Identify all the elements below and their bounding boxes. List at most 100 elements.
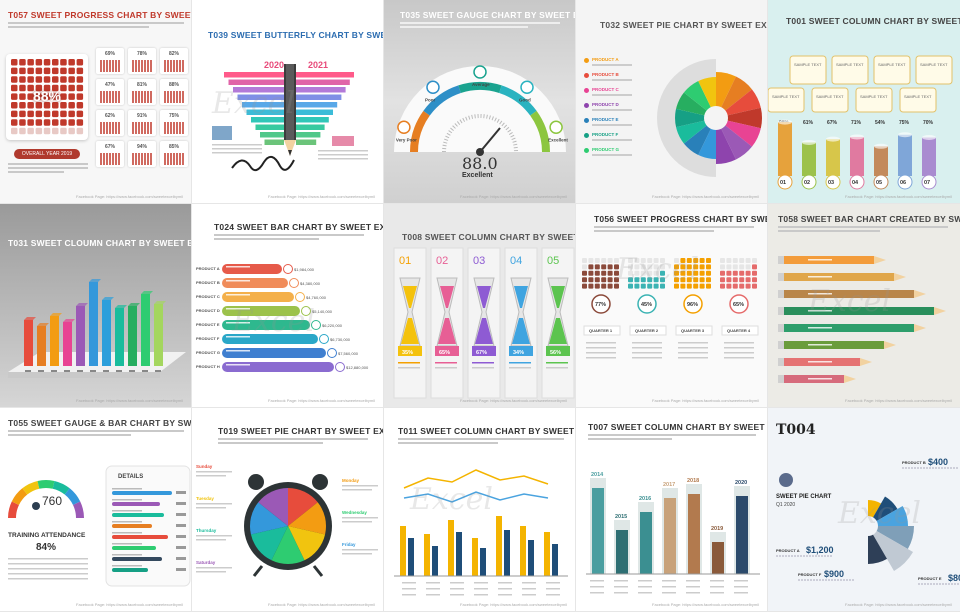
tile-t055[interactable]: T055 SWEET GAUGE & BAR CHART BY SWEET EX… [0, 408, 192, 612]
tile-title: T024 SWEET BAR CHART BY SWEET EXCEL [214, 222, 383, 232]
legend-icon [332, 136, 354, 146]
year-left: 2020 [264, 60, 285, 70]
progress-dot [745, 270, 751, 276]
progress-dot [647, 277, 653, 283]
segment-label: Poor [425, 97, 435, 102]
progress-dot [76, 127, 84, 135]
progress-dot [19, 67, 26, 75]
progress-dot [60, 110, 67, 118]
progress-dot [68, 93, 75, 100]
text-line [318, 154, 368, 156]
gauge-band [22, 480, 40, 495]
column-top [115, 305, 127, 308]
tile-t035[interactable]: T035 SWEET GAUGE CHART BY SWEET EXCEL Ve… [384, 0, 576, 204]
overall-caption: OVERALL YEAR 2019 [14, 149, 80, 159]
text-line [342, 549, 378, 551]
tile-t011[interactable]: T011 SWEET COLUMN CHART BY SWEET EXCEL E… [384, 408, 576, 612]
progress-dot [706, 258, 711, 263]
text-line [8, 563, 88, 565]
tile-t001[interactable]: T001 SWEET COLUMN CHART BY SWEET EXCEL S… [768, 0, 960, 204]
product-dot [584, 88, 589, 93]
progress-dot [19, 102, 26, 109]
column-bar [850, 136, 864, 176]
progress-dot [607, 270, 613, 276]
quarter-box [629, 325, 667, 336]
tile-t057[interactable]: T057 SWEET PROGRESS CHART BY SWEET EXCEL… [0, 0, 192, 204]
progress-dot [60, 102, 67, 109]
legend-icon [212, 126, 232, 140]
progress-dot [634, 283, 640, 289]
tile-t024[interactable]: T024 SWEET BAR CHART BY SWEET EXCEL PROD… [192, 204, 384, 408]
text-line [724, 347, 754, 349]
bar-right [296, 109, 333, 115]
sample-text-box [915, 55, 953, 85]
progress-dot [52, 119, 59, 126]
tile-t008[interactable]: T008 SWEET COLUMN CHART BY SWEET EXCEL 0… [384, 204, 576, 408]
value-badge [398, 346, 422, 356]
tile-t056[interactable]: T056 SWEET PROGRESS CHART BY SWEET EXCEL… [576, 204, 768, 408]
progress-dot [68, 67, 75, 75]
column-number: 04 [510, 255, 522, 267]
quarter-label: QUARTER 3 [681, 328, 705, 333]
signature-scribble [231, 155, 295, 172]
table-cell [638, 580, 652, 582]
cell-value: 75% [168, 113, 179, 119]
column-bar [424, 534, 430, 576]
dot-matrix [11, 59, 84, 135]
progress-dot [35, 67, 43, 75]
tile-t019[interactable]: T019 SWEET PIE CHART BY SWEET EXCEL Sund… [192, 408, 384, 612]
footer: Facebook Page: https://www.facebook.com/… [845, 194, 952, 199]
table-cell [474, 594, 488, 596]
pie-slice [868, 526, 914, 572]
tile-t007[interactable]: T007 SWEET COLUMN CHART BY SWEET EXCEL 2… [576, 408, 768, 612]
column-number: 02 [804, 180, 810, 186]
year-label: 2020 [735, 480, 747, 486]
text-line [472, 362, 494, 364]
pencil-tip [860, 358, 872, 366]
text-line [509, 367, 531, 369]
progress-dot [601, 283, 607, 289]
bar-icon [283, 264, 293, 274]
footer: Facebook Page: https://www.facebook.com/… [76, 602, 183, 607]
axis-tick [90, 370, 96, 372]
product-dot [584, 118, 589, 123]
product-row: PRODUCT E [584, 116, 674, 131]
progress-dot [660, 277, 665, 283]
tile-t031[interactable]: T031 SWEET CLOUMN CHART BY SWEET EXCEL F… [0, 204, 192, 408]
progress-dot [686, 283, 692, 289]
column-value: 54% [875, 120, 886, 126]
column-number: 05 [547, 255, 559, 267]
product-dot [584, 148, 589, 153]
product-dot [584, 58, 589, 63]
tile-t039[interactable]: T039 SWEET BUTTERFLY CHART BY SWEET EXCE… [192, 0, 384, 204]
pie-center [858, 516, 878, 536]
progress-dot [720, 277, 725, 283]
text-line [586, 347, 616, 349]
clock-leg [252, 565, 264, 577]
pie-slice [271, 526, 305, 564]
tile-t058[interactable]: T058 SWEET BAR CHART CREATED BY SWEET EX… [768, 204, 960, 408]
text-line [546, 367, 568, 369]
bar-text [226, 350, 250, 352]
number-badge [801, 174, 817, 190]
bar-icon [295, 292, 305, 302]
tile-t032[interactable]: T032 SWEET PIE CHART BY SWEET EXCEL PROD… [576, 0, 768, 204]
cell-dots [132, 91, 152, 103]
row-value: $6,730,000 [330, 337, 351, 342]
segment-icon [473, 65, 487, 79]
cell-value: 69% [104, 51, 115, 57]
progress-dot [60, 119, 67, 126]
detail-value [176, 524, 186, 527]
footer: Facebook Page: https://www.facebook.com/… [76, 194, 183, 199]
footer: Facebook Page: https://www.facebook.com/… [268, 398, 375, 403]
detail-label [112, 499, 142, 501]
footer: Facebook Page: https://www.facebook.com/… [268, 194, 375, 199]
progress-dot [68, 119, 75, 126]
overall-percent: 88% [32, 88, 62, 104]
progress-dot [726, 270, 732, 276]
bar-right [296, 124, 325, 130]
row-label: PRODUCT B [196, 280, 220, 285]
table-cell [662, 580, 676, 582]
number-badge [873, 174, 889, 190]
tile-t004[interactable]: T004 SWEET PIE CHART Q1 2020 PRODUCT B $4… [768, 408, 960, 612]
